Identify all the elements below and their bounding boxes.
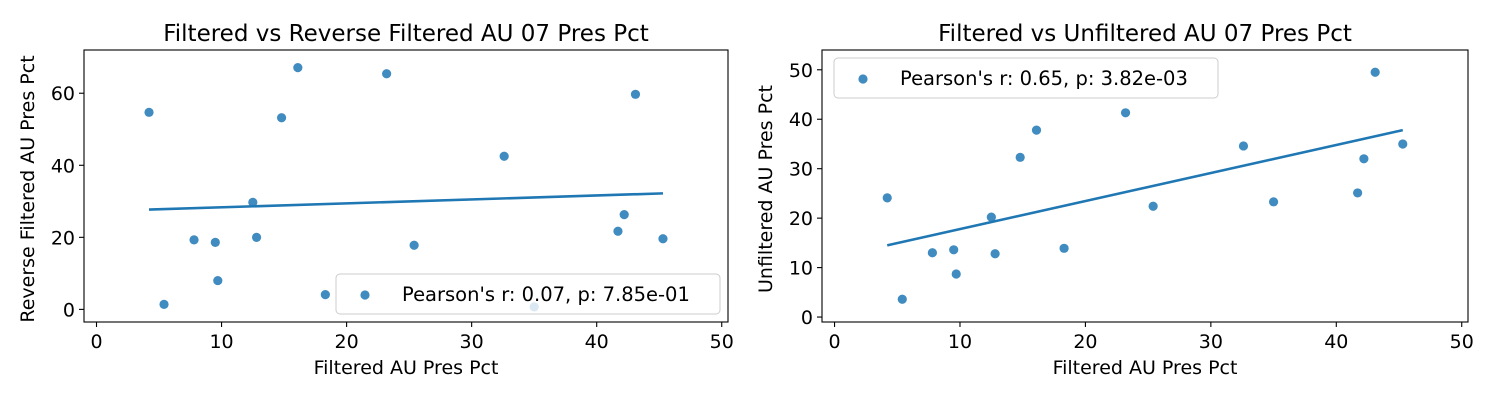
data-point — [409, 240, 419, 250]
legend-marker — [360, 290, 370, 300]
data-point — [986, 212, 996, 222]
scatter-chart-1: Filtered vs Reverse Filtered AU 07 Pres … — [17, 21, 734, 379]
y-tick-label: 40 — [51, 155, 75, 177]
legend-label: Pearson's r: 0.65, p: 3.82e-03 — [900, 67, 1188, 90]
data-point — [1268, 197, 1279, 207]
x-tick-label: 20 — [1073, 331, 1097, 353]
x-tick-label: 10 — [948, 331, 972, 353]
x-tick-label: 0 — [828, 331, 840, 353]
data-point — [630, 89, 641, 99]
data-point — [613, 226, 623, 236]
legend-box — [335, 273, 721, 315]
data-point — [210, 237, 220, 247]
y-axis-label: Reverse Filtered AU Pres Pct — [17, 55, 39, 322]
data-point — [1238, 141, 1249, 151]
y-tick-label: 0 — [801, 307, 813, 329]
x-tick-label: 40 — [1324, 331, 1348, 353]
y-axis-label: Unfiltered AU Pres Pct — [755, 85, 777, 293]
x-axis-label: Filtered AU Pres Pct — [1053, 357, 1238, 379]
y-tick-label: 20 — [51, 227, 75, 249]
data-point — [990, 249, 1000, 259]
data-point — [189, 235, 199, 245]
data-point — [1059, 243, 1069, 253]
data-point — [1148, 201, 1158, 211]
legend-marker — [858, 74, 868, 84]
x-tick-label: 40 — [585, 331, 609, 353]
x-axis-label: Filtered AU Pres Pct — [314, 357, 499, 379]
data-point — [1370, 67, 1380, 77]
legend: Pearson's r: 0.65, p: 3.82e-03 — [833, 57, 1219, 99]
regression-line — [886, 128, 1404, 247]
y-tick-label: 10 — [789, 258, 813, 280]
data-point — [1359, 154, 1369, 164]
x-tick-label: 0 — [90, 331, 102, 353]
chart-title: Filtered vs Unfiltered AU 07 Pres Pct — [938, 21, 1352, 47]
axes-frame — [821, 49, 1469, 323]
data-point — [320, 290, 330, 300]
legend-label: Pearson's r: 0.07, p: 7.85e-01 — [402, 283, 690, 306]
data-point — [1120, 108, 1131, 118]
x-tick-label: 20 — [335, 331, 359, 353]
y-tick-label: 30 — [789, 159, 813, 181]
data-point — [927, 248, 937, 258]
data-point — [949, 245, 959, 255]
data-point — [619, 210, 629, 220]
chart-title: Filtered vs Reverse Filtered AU 07 Pres … — [163, 21, 649, 47]
x-tick-label: 10 — [209, 331, 233, 353]
data-point — [293, 63, 303, 73]
data-point — [1015, 152, 1025, 162]
data-point — [382, 69, 392, 79]
legend-box — [833, 57, 1219, 99]
scatter-chart-2: Filtered vs Unfiltered AU 07 Pres Pct 0 10… — [755, 21, 1474, 379]
x-tick-label: 30 — [1199, 331, 1223, 353]
legend: Pearson's r: 0.07, p: 7.85e-01 — [335, 273, 721, 315]
data-point — [251, 232, 262, 242]
data-point — [159, 299, 169, 309]
y-tick-label: 50 — [789, 60, 813, 82]
y-tick-label: 0 — [63, 299, 75, 321]
x-tick-label: 50 — [1450, 331, 1474, 353]
data-point — [897, 294, 907, 304]
data-point — [1353, 188, 1363, 198]
y-tick-label: 40 — [789, 109, 813, 131]
data-point — [951, 269, 961, 279]
data-point — [1031, 125, 1042, 135]
axes-frame — [83, 49, 729, 323]
regression-line — [148, 192, 664, 211]
y-tick-label: 60 — [51, 83, 75, 105]
x-tick-label: 50 — [710, 331, 734, 353]
data-point — [1398, 139, 1408, 149]
data-point — [499, 151, 509, 161]
data-point — [213, 275, 223, 286]
data-point — [144, 107, 154, 117]
y-tick-label: 20 — [789, 208, 813, 230]
data-point — [276, 113, 287, 123]
data-point — [658, 234, 668, 244]
data-point — [248, 197, 258, 207]
x-tick-label: 30 — [460, 331, 484, 353]
data-point — [882, 193, 892, 203]
